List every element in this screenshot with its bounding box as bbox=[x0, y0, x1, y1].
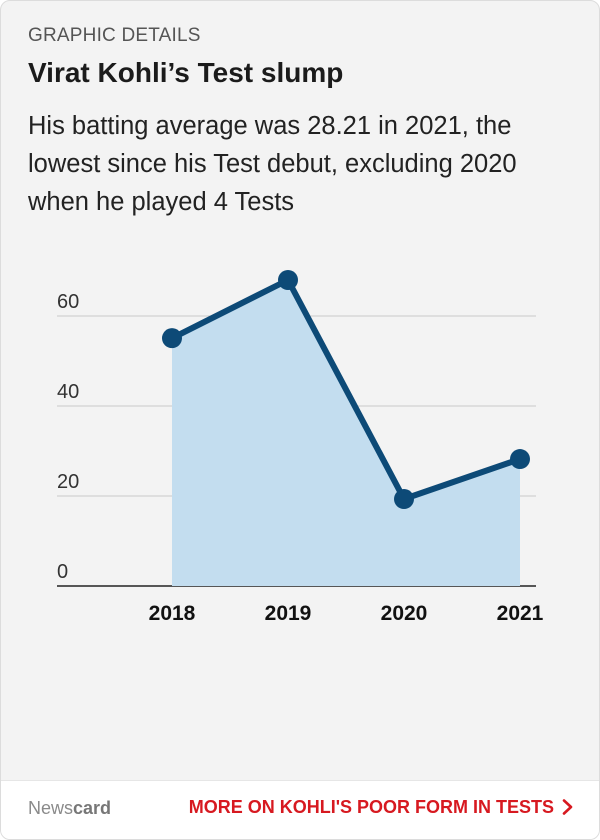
more-link-label: MORE ON KOHLI'S POOR FORM IN TESTS bbox=[188, 797, 554, 817]
page-title: Virat Kohli’s Test slump bbox=[28, 57, 344, 88]
area-fill bbox=[172, 280, 520, 586]
brand-logo: Newscard bbox=[28, 798, 112, 818]
footer: Newscard MORE ON KOHLI'S POOR FORM IN TE… bbox=[1, 780, 599, 839]
line-chart: 0 20 40 60 2018 2019 2020 2021 bbox=[57, 270, 544, 625]
y-tick-label: 20 bbox=[57, 471, 79, 493]
y-tick-label: 60 bbox=[57, 291, 79, 313]
y-tick-label: 0 bbox=[57, 561, 68, 583]
data-point bbox=[162, 328, 182, 349]
data-point bbox=[510, 449, 530, 470]
y-tick-label: 40 bbox=[57, 381, 79, 403]
x-tick-label: 2018 bbox=[149, 602, 196, 625]
subtitle: His batting average was 28.21 in 2021, t… bbox=[28, 112, 517, 216]
data-point bbox=[278, 270, 298, 290]
x-tick-label: 2019 bbox=[265, 602, 312, 625]
x-tick-label: 2021 bbox=[497, 602, 544, 625]
section-label: GRAPHIC DETAILS bbox=[28, 25, 201, 46]
more-link[interactable]: MORE ON KOHLI'S POOR FORM IN TESTS bbox=[189, 797, 573, 820]
data-point bbox=[394, 489, 414, 510]
chevron-right-icon bbox=[562, 799, 573, 820]
x-tick-label: 2020 bbox=[381, 602, 428, 625]
series-line bbox=[169, 277, 523, 503]
